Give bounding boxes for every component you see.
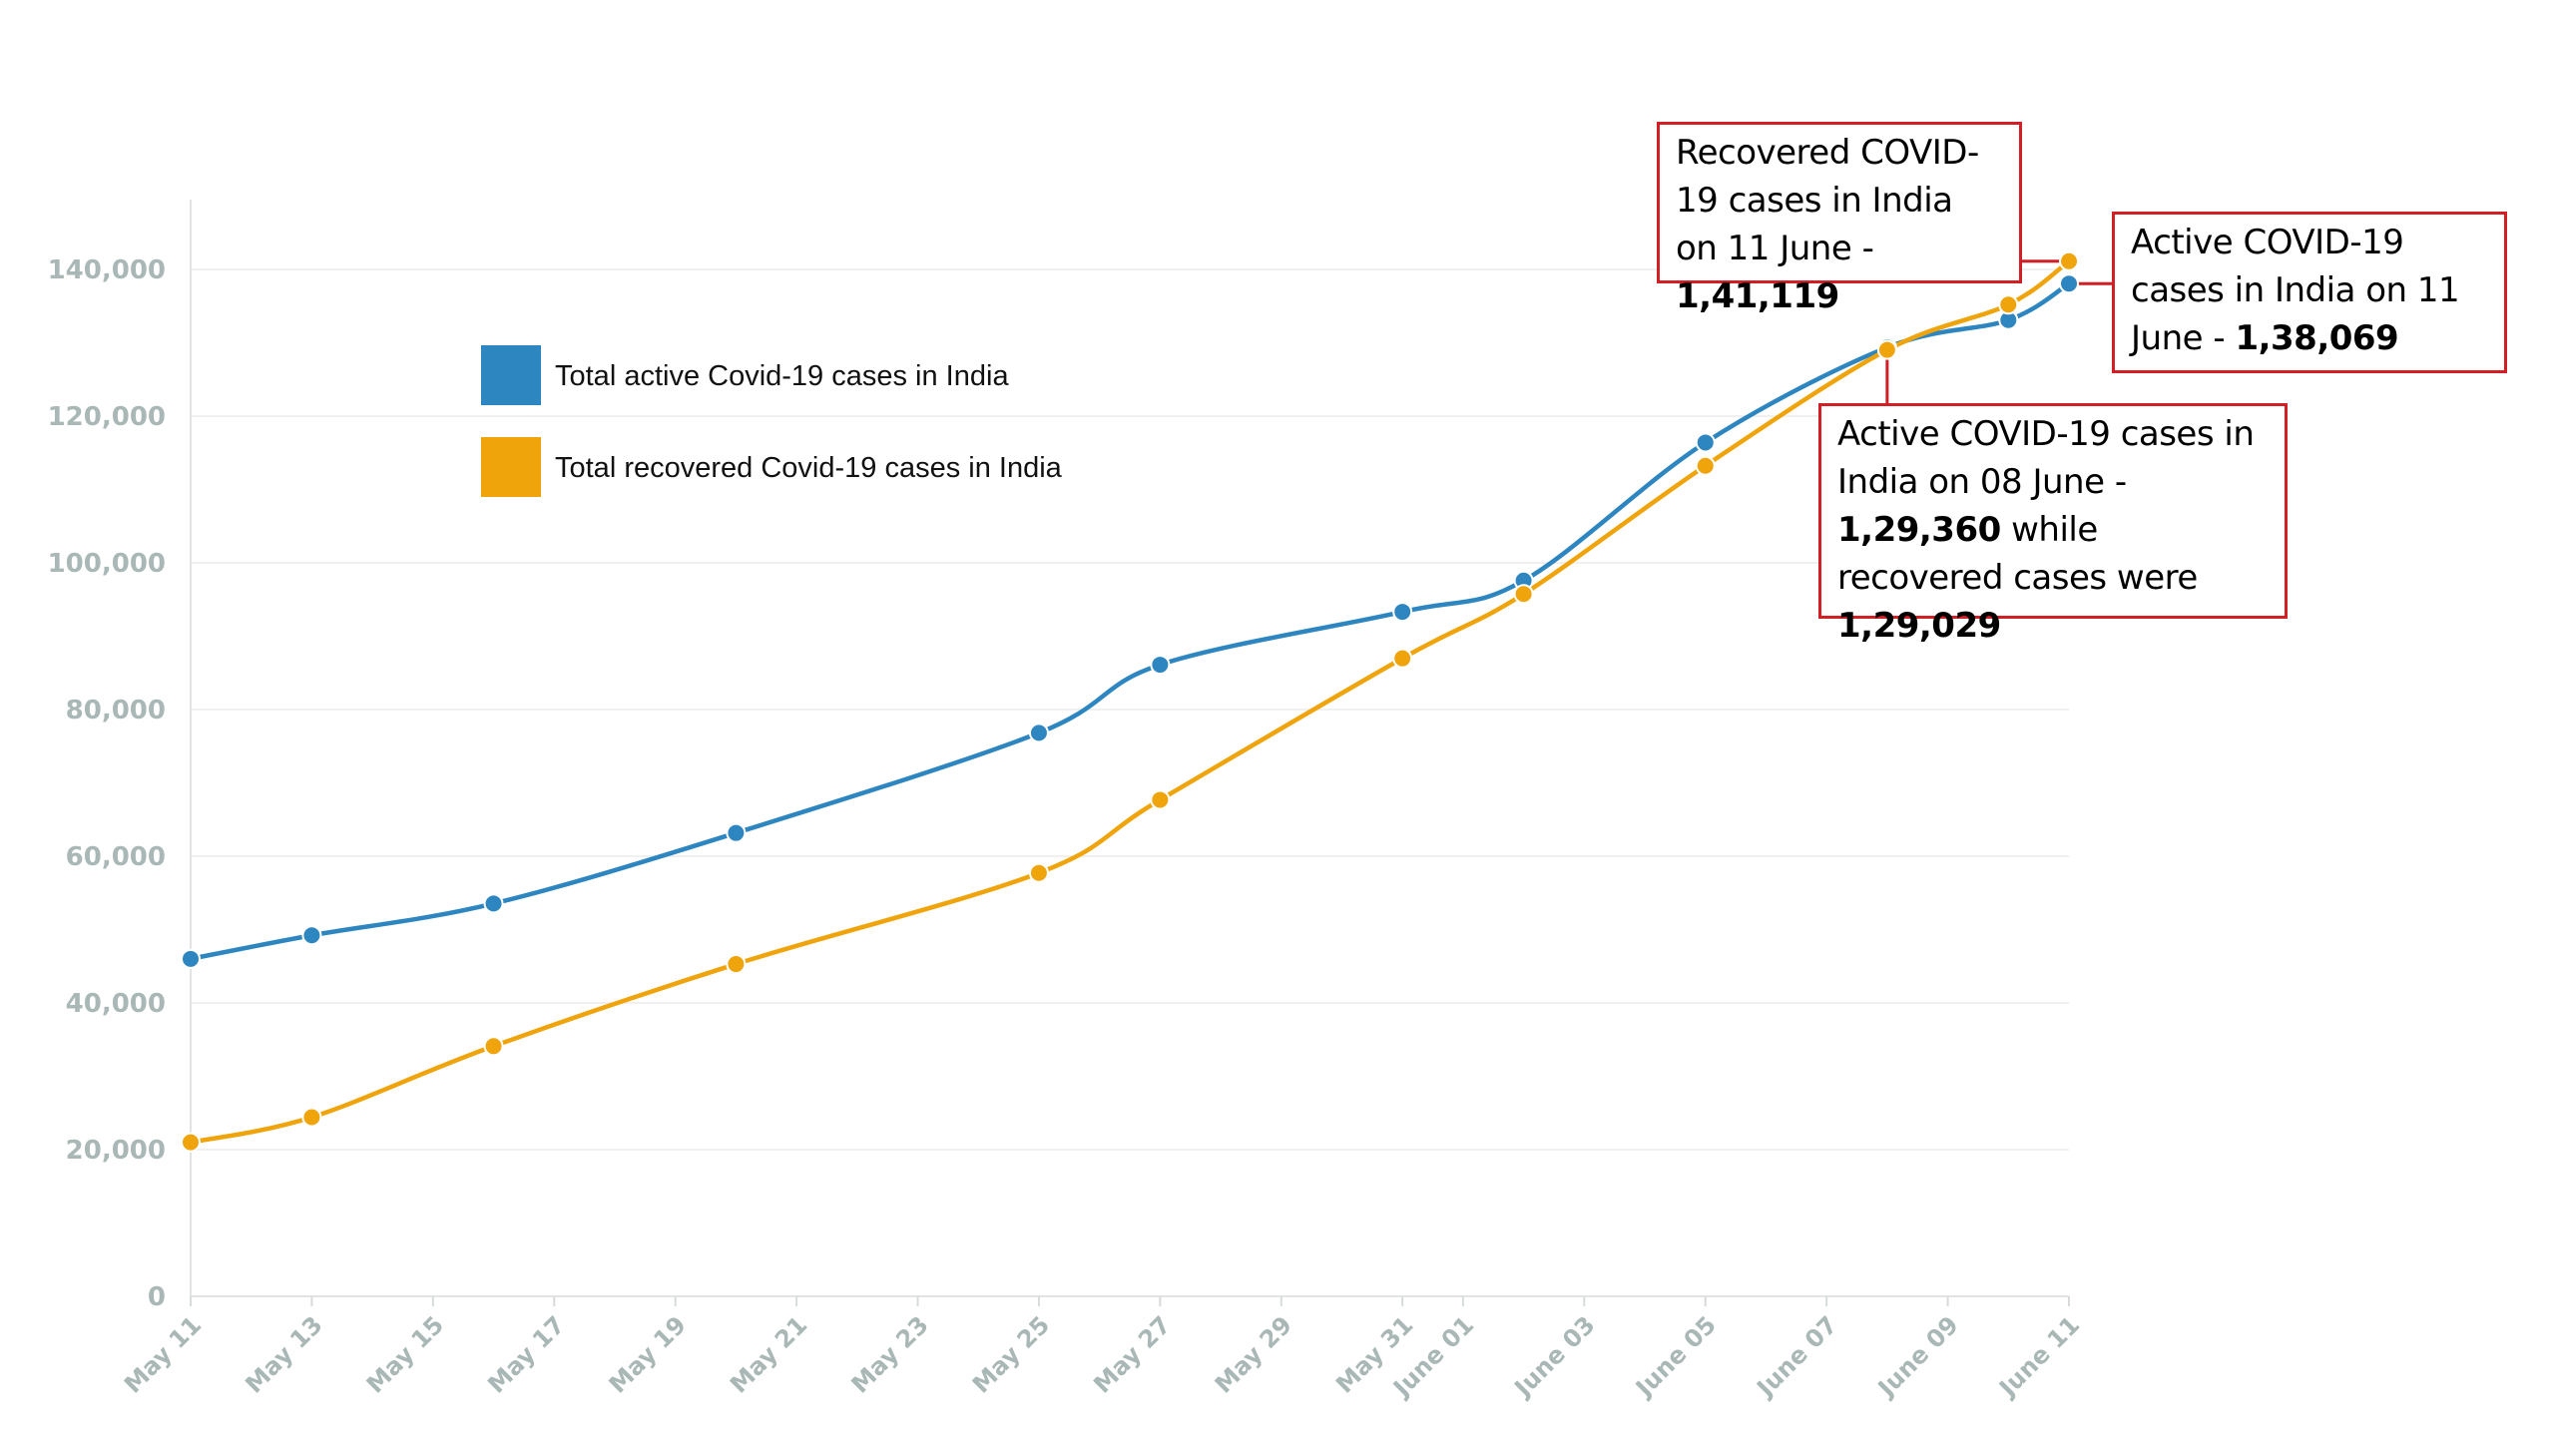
annotation-june8-text: Active COVID-19 cases in India on 08 Jun…	[1837, 414, 2255, 502]
point-active-may-11	[181, 948, 201, 969]
y-tick-label: 20,000	[66, 1136, 166, 1166]
y-tick-label: 60,000	[66, 842, 166, 872]
data-points	[181, 250, 2079, 1153]
point-active-may-31	[1392, 602, 1413, 623]
y-tick-label: 40,000	[66, 989, 166, 1019]
point-active-june-05	[1695, 432, 1716, 453]
x-tick-label: May 17	[482, 1310, 570, 1398]
legend-swatch-recovered	[481, 437, 541, 497]
x-tick-label: May 25	[967, 1310, 1055, 1398]
point-recovered-june-08	[1876, 339, 1897, 360]
annotation-active-value: 1,38,069	[2235, 318, 2399, 358]
series-line-active	[188, 280, 2072, 962]
x-tick-label: May 19	[604, 1310, 692, 1398]
y-tick-label: 80,000	[66, 696, 166, 726]
y-axis-ticks: 0 20,000 40,000 60,000 80,000 100,000 120,000 1…	[48, 255, 166, 1312]
annotation-active-11-june: Active COVID-19 cases in India on 11 Jun…	[2112, 212, 2507, 373]
annotation-recovered-text: Recovered COVID-19 cases in India on 11 …	[1676, 133, 1979, 268]
point-active-june-11	[2059, 273, 2079, 294]
point-active-may-27	[1150, 655, 1171, 676]
point-active-may-13	[301, 925, 322, 946]
annotation-connectors	[1885, 259, 2114, 405]
y-tick-label: 100,000	[48, 549, 166, 579]
x-tick-label: May 27	[1088, 1310, 1176, 1398]
y-tick-label: 120,000	[48, 402, 166, 432]
point-active-may-20	[726, 822, 747, 843]
point-recovered-may-13	[301, 1107, 322, 1128]
x-tick-label: June 07	[1751, 1310, 1843, 1403]
annotation-june8-mid-text: while recovered cases were	[1837, 510, 2198, 598]
annotation-recovered-value: 1,41,119	[1676, 276, 1839, 316]
point-recovered-may-16	[483, 1036, 504, 1057]
y-tick-label: 140,000	[48, 255, 166, 285]
annotation-june8-recovered-value: 1,29,029	[1837, 606, 2001, 646]
legend: Total active Covid-19 cases in India Tot…	[481, 345, 1063, 497]
x-axis-ticks: May 11 May 13 May 15 May 17 May 19 May 21 May …	[119, 1296, 2085, 1403]
point-active-may-25	[1028, 723, 1049, 743]
point-recovered-june-05	[1695, 455, 1716, 476]
y-tick-label: 0	[148, 1282, 166, 1312]
legend-swatch-active	[481, 345, 541, 405]
x-tick-label: June 03	[1508, 1310, 1601, 1403]
annotation-active-text: Active COVID-19 cases in India on 11 Jun…	[2131, 223, 2460, 358]
point-recovered-may-20	[726, 954, 747, 975]
x-tick-label: May 11	[119, 1310, 207, 1398]
annotation-june8-active-value: 1,29,360	[1837, 510, 2001, 550]
point-recovered-may-31	[1392, 648, 1413, 669]
legend-label-active: Total active Covid-19 cases in India	[555, 360, 1009, 392]
point-recovered-june-02	[1513, 584, 1534, 605]
point-recovered-may-25	[1028, 862, 1049, 883]
x-tick-label: June 11	[1993, 1310, 2086, 1403]
grid-lines	[191, 268, 2069, 1297]
x-tick-label: May 29	[1210, 1310, 1297, 1398]
x-tick-label: May 23	[846, 1310, 934, 1398]
annotation-08-june: Active COVID-19 cases in India on 08 Jun…	[1818, 403, 2288, 646]
point-recovered-may-11	[181, 1132, 201, 1153]
legend-label-recovered: Total recovered Covid-19 cases in India	[555, 452, 1063, 484]
series-lines	[188, 258, 2072, 1145]
annotation-recovered-11-june: Recovered COVID-19 cases in India on 11 …	[1657, 122, 2022, 316]
x-tick-label: May 21	[725, 1310, 812, 1398]
point-recovered-june-10	[1998, 294, 2019, 315]
x-tick-label: June 05	[1629, 1310, 1722, 1403]
point-recovered-may-27	[1150, 789, 1171, 810]
x-tick-label: May 15	[361, 1310, 449, 1398]
x-tick-label: May 13	[240, 1310, 327, 1398]
point-recovered-june-11	[2059, 250, 2079, 271]
x-tick-label: June 09	[1871, 1310, 1964, 1403]
point-active-may-16	[483, 893, 504, 914]
